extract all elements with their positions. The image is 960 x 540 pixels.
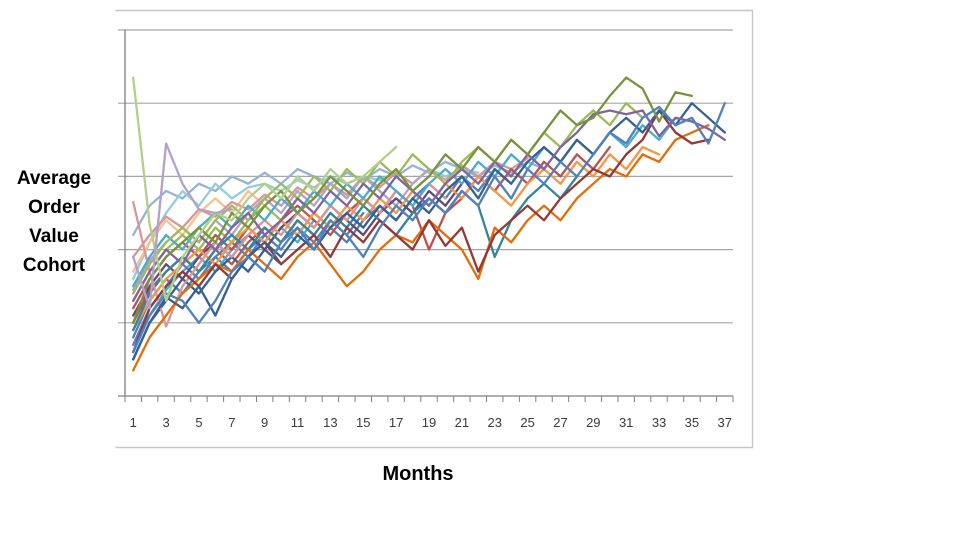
cohort-line-cohort-15 bbox=[132, 175, 579, 332]
x-tick-label: 35 bbox=[685, 415, 699, 430]
cohort-line-cohort-24 bbox=[132, 102, 726, 354]
x-tick-label: 17 bbox=[389, 415, 403, 430]
x-tick-label: 37 bbox=[718, 415, 732, 430]
cohort-line-cohort-18 bbox=[132, 102, 644, 295]
x-tick-label: 27 bbox=[553, 415, 567, 430]
cohort-line-cohort-16 bbox=[132, 182, 447, 328]
cohort-line-cohort-14 bbox=[132, 145, 661, 332]
cohort-line-cohort-26 bbox=[132, 142, 233, 310]
cohort-line-cohort-23 bbox=[132, 76, 694, 324]
x-tick-label: 15 bbox=[356, 415, 370, 430]
x-tick-label: 1 bbox=[130, 415, 137, 430]
x-tick-label: 13 bbox=[323, 415, 337, 430]
x-tick-label: 11 bbox=[291, 415, 305, 430]
cohort-line-cohort-21 bbox=[132, 102, 726, 361]
x-tick-label: 7 bbox=[228, 415, 235, 430]
x-tick-label: 25 bbox=[520, 415, 534, 430]
cohort-line-cohort-19 bbox=[132, 124, 710, 372]
x-tick-label: 5 bbox=[195, 415, 202, 430]
y-axis-title-line: Order bbox=[28, 197, 80, 218]
x-tick-label: 21 bbox=[455, 415, 469, 430]
y-axis-title: Average Order Value Cohort bbox=[6, 164, 102, 280]
y-axis-title-line: Cohort bbox=[22, 255, 86, 276]
x-tick-label: 31 bbox=[619, 415, 633, 430]
x-tick-label: 33 bbox=[652, 415, 666, 430]
x-tick-label: 23 bbox=[487, 415, 501, 430]
cohort-line-cohort-3 bbox=[132, 189, 266, 273]
cohort-line-cohort-25 bbox=[132, 76, 398, 302]
x-tick-label: 9 bbox=[261, 415, 268, 430]
x-axis-title: Months bbox=[382, 463, 454, 485]
cohort-line-cohort-22 bbox=[132, 109, 726, 302]
x-tick-label: 19 bbox=[422, 415, 436, 430]
x-tick-label: 29 bbox=[586, 415, 600, 430]
y-axis-title-line: Average bbox=[16, 168, 92, 189]
chart-frame bbox=[115, 9, 754, 449]
y-axis-title-line: Value bbox=[29, 226, 79, 247]
x-tick-label: 3 bbox=[162, 415, 169, 430]
